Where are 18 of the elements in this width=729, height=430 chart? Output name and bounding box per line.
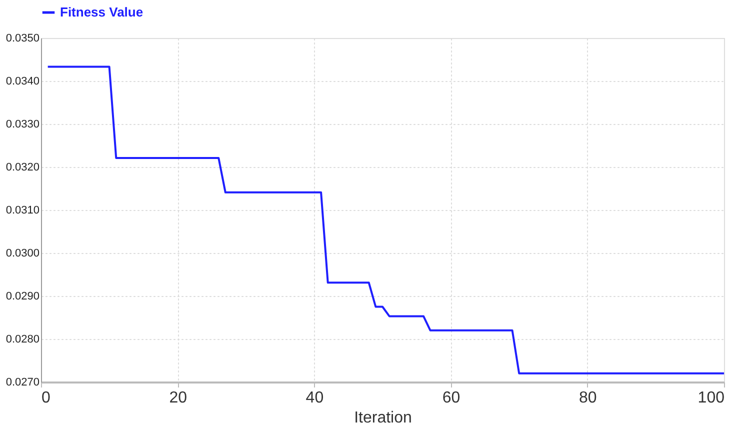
y-tick-label: 0.0270 [6,376,40,388]
y-tick-label: 0.0290 [6,290,40,302]
y-tick-label: 0.0340 [6,76,40,88]
y-tick-label: 0.0310 [6,204,40,216]
x-tick-label: 0 [42,390,50,406]
x-tick-label: 80 [579,390,597,406]
x-tick-label: 40 [306,390,324,406]
y-tick-label: 0.0330 [6,118,40,130]
x-tick-label: 100 [698,390,725,406]
y-tick-label: 0.0320 [6,162,40,174]
legend-label: Fitness Value [60,4,144,20]
y-tick-label: 0.0280 [6,334,40,346]
line-series [46,66,725,374]
y-tick-label: 0.0300 [6,248,40,260]
x-tick-label: 60 [442,390,460,406]
y-tick-label: 0.0350 [6,32,40,44]
x-axis-title: Iteration [354,410,412,426]
x-tick-label: 20 [169,390,188,406]
